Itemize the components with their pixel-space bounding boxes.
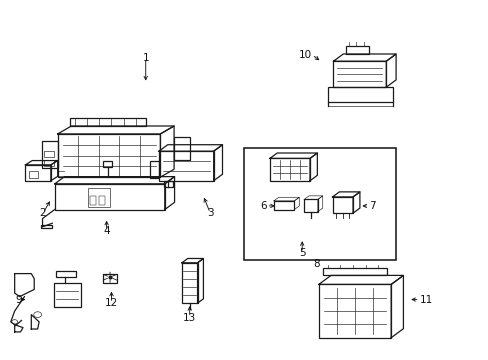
Bar (318, 284, 390, 338)
Bar (29, 171, 38, 178)
Bar (304, 199, 317, 212)
Bar (55, 184, 164, 210)
Bar (273, 201, 294, 210)
Bar (345, 46, 368, 54)
Text: 5: 5 (298, 248, 305, 258)
Text: 9: 9 (15, 294, 22, 305)
Bar (44, 151, 54, 157)
Text: 3: 3 (206, 208, 213, 218)
Text: 2: 2 (40, 208, 46, 218)
Bar (56, 271, 76, 277)
Bar (150, 161, 159, 178)
Text: 8: 8 (313, 258, 320, 269)
Bar (243, 148, 395, 260)
Bar (42, 141, 58, 168)
Text: 11: 11 (419, 294, 432, 305)
Bar (269, 158, 309, 181)
Bar (174, 137, 189, 160)
Bar (327, 87, 392, 102)
Text: 13: 13 (183, 312, 196, 323)
Text: 4: 4 (103, 226, 110, 236)
Text: 1: 1 (142, 53, 149, 63)
Bar (41, 225, 52, 228)
Bar (99, 196, 104, 205)
Bar (90, 196, 96, 205)
Bar (102, 274, 117, 283)
Text: 10: 10 (298, 50, 311, 60)
Bar (88, 188, 110, 207)
Bar (103, 161, 112, 167)
Bar (70, 118, 145, 126)
Bar (44, 160, 54, 166)
Bar (333, 61, 386, 87)
Bar (322, 268, 386, 275)
Bar (25, 165, 51, 181)
Text: 7: 7 (368, 201, 375, 211)
Bar (163, 181, 172, 187)
Text: 12: 12 (104, 298, 118, 308)
Bar (58, 134, 160, 177)
Bar (54, 283, 81, 307)
Bar (332, 197, 352, 213)
Bar (182, 263, 197, 303)
Bar (159, 151, 213, 181)
Text: 6: 6 (259, 201, 266, 211)
